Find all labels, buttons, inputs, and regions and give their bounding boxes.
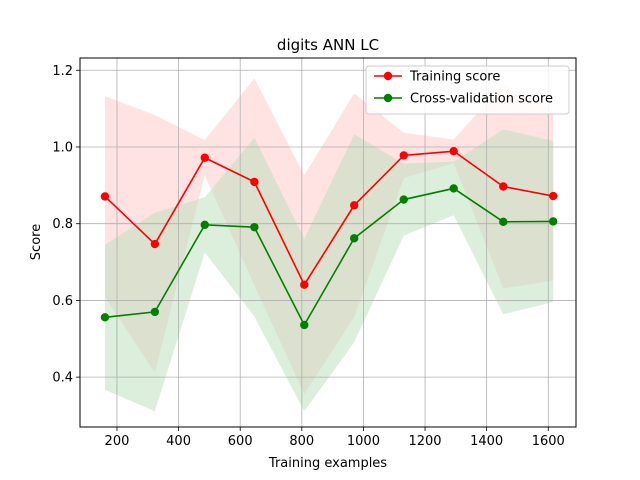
data-point (549, 191, 558, 201)
data-point (399, 151, 408, 160)
y-tick-label: 0.6 (52, 294, 73, 309)
y-tick-label: 0.8 (52, 217, 73, 232)
x-tick-label: 600 (228, 434, 253, 449)
data-point (200, 220, 209, 230)
x-tick-label: 200 (105, 434, 130, 449)
legend-marker (383, 93, 393, 103)
legend: Training score Cross-validation score (365, 65, 570, 115)
data-point (250, 177, 259, 187)
data-point (100, 192, 110, 201)
x-tick-label: 800 (289, 434, 314, 449)
y-tick-label: 1.2 (52, 64, 73, 79)
legend-entry: Cross-validation score (410, 92, 553, 107)
data-point (449, 184, 458, 193)
data-point (150, 239, 160, 249)
x-tick-label: 1000 (347, 434, 380, 449)
y-axis-ticks: 0.4 0.6 0.8 1.0 1.2 (52, 64, 80, 386)
series-line-0 (104, 150, 554, 287)
data-point (499, 217, 508, 226)
data-point (200, 153, 209, 162)
data-point (499, 182, 508, 191)
data-point (399, 195, 408, 204)
series-points (100, 147, 558, 330)
y-axis-label: Score (29, 224, 44, 260)
confidence-bands (104, 78, 554, 412)
y-tick-label: 1.0 (52, 140, 73, 155)
data-point (349, 201, 359, 210)
series-line-1 (104, 187, 554, 327)
series-lines (104, 150, 554, 327)
plot-frame (79, 57, 577, 428)
y-tick-label: 0.4 (52, 371, 73, 386)
x-tick-label: 1200 (408, 434, 441, 449)
x-axis-ticks: 200 400 600 800 1000 1200 1400 1600 (105, 427, 565, 449)
x-axis-label: Training examples (268, 456, 387, 471)
data-point (100, 313, 110, 322)
legend-marker (383, 71, 393, 81)
data-point (150, 307, 160, 317)
x-tick-label: 400 (166, 434, 191, 449)
x-tick-label: 1600 (532, 434, 565, 449)
data-point (250, 222, 259, 232)
confidence-band-1 (104, 129, 554, 412)
x-tick-label: 1400 (470, 434, 503, 449)
data-point (549, 217, 558, 226)
data-point (349, 234, 359, 243)
grid-lines (80, 58, 576, 427)
legend-entry: Training score (409, 70, 500, 85)
data-point (300, 280, 309, 289)
data-point (300, 320, 309, 330)
legend-box (365, 65, 570, 115)
data-point (449, 147, 458, 156)
chart-title: digits ANN LC (277, 36, 379, 54)
